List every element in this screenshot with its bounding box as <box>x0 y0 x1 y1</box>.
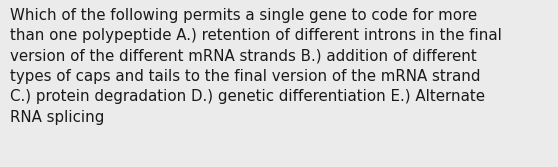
Text: Which of the following permits a single gene to code for more
than one polypepti: Which of the following permits a single … <box>10 8 502 125</box>
